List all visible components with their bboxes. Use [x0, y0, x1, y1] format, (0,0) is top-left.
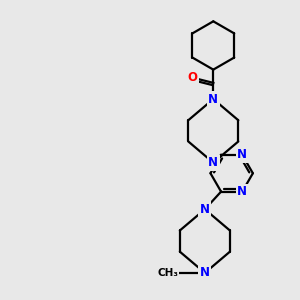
Text: N: N: [208, 156, 218, 169]
Text: N: N: [200, 203, 210, 216]
Text: O: O: [187, 71, 197, 84]
Text: N: N: [208, 93, 218, 106]
Text: N: N: [237, 185, 247, 198]
Text: N: N: [237, 148, 247, 161]
Text: N: N: [200, 266, 210, 279]
Text: CH₃: CH₃: [158, 268, 178, 278]
